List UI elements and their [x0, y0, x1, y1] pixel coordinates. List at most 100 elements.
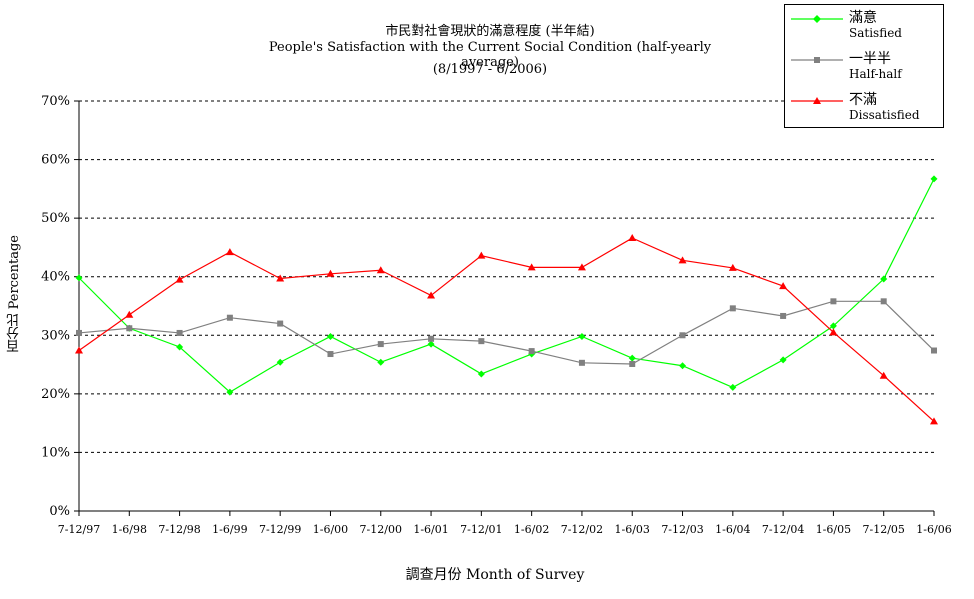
data-point-half-half	[578, 359, 585, 366]
data-point-dissatisfied	[678, 256, 687, 264]
data-point-half-half	[176, 329, 183, 336]
y-tick-label: 60%	[41, 153, 70, 168]
data-point-dissatisfied	[427, 291, 436, 299]
data-point-satisfied	[729, 383, 737, 391]
legend-label-en: Satisfied	[849, 26, 902, 40]
x-tick-label: 1-6/98	[112, 523, 147, 536]
data-point-dissatisfied	[225, 248, 234, 256]
x-tick-label: 7-12/01	[460, 523, 502, 536]
x-tick-label: 7-12/00	[360, 523, 402, 536]
data-point-dissatisfied	[829, 328, 838, 336]
data-point-half-half	[478, 338, 485, 345]
data-point-half-half	[679, 332, 686, 339]
x-tick-label: 1-6/05	[816, 523, 851, 536]
series-line-satisfied	[78, 178, 935, 393]
data-point-dissatisfied	[728, 263, 737, 271]
legend-marker-diamond-icon	[791, 15, 843, 23]
data-point-satisfied	[176, 343, 184, 351]
data-point-dissatisfied	[527, 263, 536, 271]
data-point-satisfied	[427, 340, 435, 348]
x-tick-label: 1-6/06	[916, 523, 951, 536]
x-tick-label: 1-6/00	[313, 523, 348, 536]
data-point-half-half	[931, 347, 937, 354]
data-point-half-half	[76, 329, 82, 336]
data-point-satisfied	[628, 354, 636, 362]
data-point-dissatisfied	[276, 274, 285, 282]
data-point-dissatisfied	[628, 234, 637, 242]
x-tick-label: 7-12/97	[58, 523, 100, 536]
legend-item-satisfied: 滿意 Satisfied	[785, 5, 945, 45]
legend-label-en: Half-half	[849, 67, 902, 81]
legend-item-dissatisfied: 不滿 Dissatisfied	[785, 87, 945, 127]
chart-title-zh: 市民對社會現狀的滿意程度 (半年結)	[385, 24, 595, 39]
data-point-half-half	[226, 314, 233, 321]
data-point-half-half	[830, 298, 837, 305]
chart-subtitle: (8/1997 - 6/2006)	[432, 62, 548, 77]
x-tick-label: 7-12/02	[561, 523, 603, 536]
x-tick-label: 7-12/03	[661, 523, 703, 536]
y-tick-label: 50%	[41, 211, 70, 226]
data-point-satisfied	[326, 332, 334, 340]
data-point-satisfied	[880, 275, 888, 283]
y-tick-label: 40%	[41, 270, 70, 285]
data-point-dissatisfied	[175, 275, 184, 283]
data-point-dissatisfied	[779, 282, 788, 290]
data-point-satisfied	[578, 332, 586, 340]
data-point-half-half	[729, 305, 736, 312]
data-point-half-half	[327, 351, 334, 358]
data-point-satisfied	[930, 175, 938, 183]
data-point-dissatisfied	[75, 346, 83, 354]
legend-label-zh: 不滿	[849, 92, 877, 108]
x-tick-label: 1-6/02	[514, 523, 549, 536]
data-point-half-half	[277, 320, 284, 327]
data-point-satisfied	[276, 358, 284, 366]
legend-marker-triangle-icon	[791, 97, 843, 104]
data-point-half-half	[428, 335, 435, 342]
data-point-dissatisfied	[125, 310, 134, 318]
data-point-dissatisfied	[879, 371, 888, 379]
series-line-half-half	[78, 300, 935, 365]
data-point-satisfied	[377, 358, 385, 366]
data-point-dissatisfied	[930, 417, 938, 425]
data-point-satisfied	[477, 370, 485, 378]
legend-label-zh: 滿意	[849, 10, 877, 26]
y-axis-label: 百分比 Percentage	[7, 235, 22, 353]
legend-label-zh: 一半半	[849, 51, 891, 67]
data-point-dissatisfied	[376, 266, 385, 274]
data-point-satisfied	[829, 322, 837, 330]
data-point-half-half	[780, 312, 787, 319]
data-point-dissatisfied	[577, 263, 586, 271]
y-tick-label: 0%	[49, 504, 70, 519]
chart-title-en: People's Satisfaction with the Current S…	[268, 40, 712, 70]
data-point-half-half	[126, 325, 133, 332]
x-tick-label: 1-6/04	[715, 523, 750, 536]
x-tick-label: 7-12/99	[259, 523, 301, 536]
x-tick-label: 7-12/05	[862, 523, 904, 536]
x-tick-label: 1-6/01	[413, 523, 448, 536]
legend-marker-square-icon	[791, 57, 843, 63]
legend-label-en: Dissatisfied	[849, 108, 920, 122]
data-point-dissatisfied	[477, 251, 486, 259]
x-tick-label: 7-12/98	[158, 523, 200, 536]
y-tick-label: 10%	[41, 445, 70, 460]
data-point-satisfied	[679, 362, 687, 370]
data-point-half-half	[377, 341, 384, 348]
legend-item-half-half: 一半半 Half-half	[785, 46, 945, 86]
data-point-satisfied	[779, 356, 787, 364]
x-tick-label: 1-6/99	[212, 523, 247, 536]
x-axis-label: 調查月份 Month of Survey	[405, 567, 585, 583]
data-point-half-half	[629, 360, 636, 367]
legend: 滿意 Satisfied 一半半 Half-half 不滿 Dissatisfi…	[784, 4, 944, 128]
y-tick-label: 70%	[41, 94, 70, 109]
data-point-dissatisfied	[326, 269, 335, 277]
y-tick-label: 30%	[41, 328, 70, 343]
data-point-satisfied	[75, 274, 83, 282]
data-point-half-half	[528, 348, 535, 355]
x-tick-label: 7-12/04	[762, 523, 804, 536]
series-line-dissatisfied	[78, 237, 935, 422]
y-tick-label: 20%	[41, 387, 70, 402]
x-tick-label: 1-6/03	[615, 523, 650, 536]
data-point-satisfied	[226, 388, 234, 396]
data-point-half-half	[880, 298, 887, 305]
